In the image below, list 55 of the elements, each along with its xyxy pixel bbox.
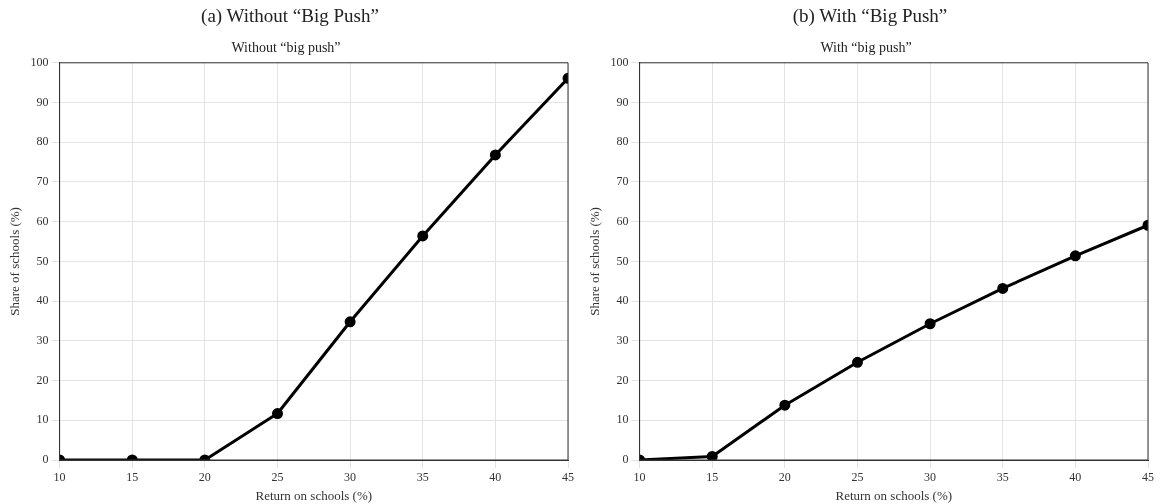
point [417,230,429,242]
y-tick-label: 70 [616,174,629,189]
x-axis-title: Return on schools (%) [835,487,953,503]
point [851,356,863,368]
x-tick-label: 35 [416,470,429,485]
y-tick-label: 70 [36,174,49,189]
y-tick-label: 60 [36,213,49,228]
point [489,149,501,161]
x-tick-label: 25 [271,470,284,485]
y-tick-label: 40 [616,293,629,308]
x-tick-label: 30 [344,470,357,485]
x-tick-label: 45 [1142,470,1154,485]
point [344,316,356,328]
y-tick-label: 100 [610,54,629,69]
point [924,318,936,330]
chart-title: (a) Without “Big Push” [200,4,380,28]
x-tick-label: 40 [489,470,502,485]
y-tick-label: 10 [36,412,49,427]
y-tick-label: 20 [36,372,49,387]
y-tick-label: 90 [616,94,629,109]
x-tick-label: 15 [126,470,139,485]
y-tick-label: 0 [622,452,629,467]
y-tick-label: 30 [616,333,629,347]
y-tick-label: 90 [36,94,49,109]
y-axis-title: Share of schools (%) [7,207,23,316]
chart-subtitle: Without “big push” [231,40,341,56]
x-tick-label: 30 [924,470,937,485]
x-tick-label: 25 [851,470,864,485]
y-tick-label: 40 [36,293,49,308]
y-axis-title: Share of schools (%) [587,207,603,316]
x-tick-label: 20 [198,470,211,485]
y-tick-label: 80 [616,134,629,149]
y-tick-label: 50 [616,253,629,268]
x-tick-label: 40 [1069,470,1082,485]
y-tick-label: 20 [616,372,629,387]
y-tick-label: 50 [36,253,49,268]
y-tick-label: 60 [616,213,629,228]
y-tick-label: 100 [30,54,49,69]
y-tick-label: 30 [36,333,49,347]
x-tick-label: 15 [706,470,719,485]
x-tick-label: 45 [562,470,574,485]
chart-subtitle: With “big push” [820,40,912,56]
point [706,450,718,460]
x-tick-label: 20 [778,470,791,485]
x-tick-label: 10 [633,470,646,485]
point [779,399,791,411]
chart-title: (b) With “Big Push” [791,4,949,28]
y-tick-label: 0 [42,452,49,467]
point [997,282,1009,294]
x-tick-label: 35 [996,470,1009,485]
y-tick-label: 80 [36,134,49,149]
point [1069,250,1081,262]
x-tick-label: 10 [53,470,66,485]
y-tick-label: 10 [616,412,629,427]
x-axis-title: Return on schools (%) [255,487,373,503]
